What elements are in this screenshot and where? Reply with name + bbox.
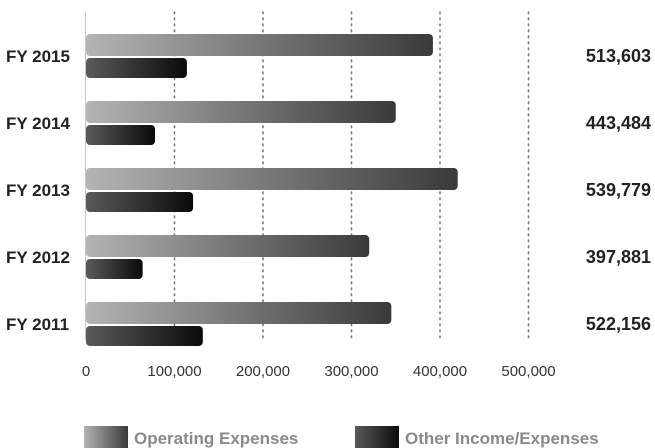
bar-operating-expenses bbox=[86, 101, 396, 123]
bar-other-income-expenses bbox=[86, 192, 194, 212]
total-value-label: 539,779 bbox=[586, 180, 651, 200]
bar-operating-expenses bbox=[86, 168, 458, 190]
bar-other-income-expenses bbox=[86, 125, 156, 145]
bar-other-income-expenses bbox=[86, 58, 187, 78]
total-value-label: 513,603 bbox=[586, 46, 651, 66]
category-label: FY 2015 bbox=[6, 47, 70, 66]
x-tick-labels: 0 100,000 200,000 300,000 400,000 500,000 bbox=[82, 363, 556, 380]
x-tick-label: 0 bbox=[82, 363, 90, 380]
category-label: FY 2013 bbox=[6, 181, 70, 200]
legend-swatch bbox=[84, 426, 128, 448]
bar-other-income-expenses bbox=[86, 259, 143, 279]
total-value-label: 522,156 bbox=[586, 314, 651, 334]
legend-label: Other Income/Expenses bbox=[405, 429, 599, 448]
legend-label: Operating Expenses bbox=[134, 429, 298, 448]
total-value-label: 443,484 bbox=[586, 113, 651, 133]
category-label: FY 2012 bbox=[6, 248, 70, 267]
x-tick-label: 400,000 bbox=[413, 363, 467, 380]
x-tick-label: 300,000 bbox=[324, 363, 378, 380]
category-labels: FY 2015 FY 2014 FY 2013 FY 2012 FY 2011 bbox=[6, 47, 71, 334]
category-label: FY 2014 bbox=[6, 114, 71, 133]
bar-operating-expenses bbox=[86, 235, 370, 257]
legend: Operating Expenses Other Income/Expenses bbox=[84, 426, 599, 448]
bar-other-income-expenses bbox=[86, 326, 203, 346]
category-label: FY 2011 bbox=[6, 315, 69, 334]
bar-operating-expenses bbox=[86, 302, 392, 324]
x-tick-label: 500,000 bbox=[501, 363, 555, 380]
total-value-label: 397,881 bbox=[586, 247, 651, 267]
x-tick-label: 200,000 bbox=[236, 363, 290, 380]
legend-swatch bbox=[355, 426, 399, 448]
bar-operating-expenses bbox=[86, 34, 433, 56]
bars bbox=[86, 34, 458, 346]
total-labels: 513,603 443,484 539,779 397,881 522,156 bbox=[586, 46, 651, 334]
x-tick-label: 100,000 bbox=[147, 363, 201, 380]
